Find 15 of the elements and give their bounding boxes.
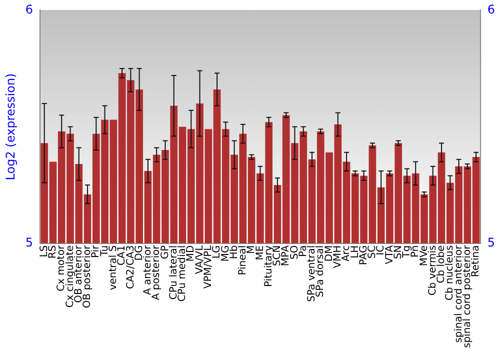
y2-tick-label: 6	[487, 2, 496, 16]
y2-tick-label: 5	[487, 235, 496, 250]
y-axis-title: Log2 (expression)	[3, 73, 18, 180]
x-tick-label: ME	[254, 245, 266, 260]
x-tick-label: spinal cord posterior	[462, 244, 474, 348]
x-tick-label: Hb	[228, 245, 240, 260]
x-tick-label: GP	[160, 245, 171, 260]
x-tick-label: DG	[134, 245, 145, 261]
x-tick-label: OB posterior	[82, 244, 94, 308]
x-tick-label: Retina	[470, 245, 482, 278]
x-tick-label: Tg	[402, 245, 413, 259]
x-tick-label: MVe	[418, 245, 430, 266]
x-tick-label: A posterior	[151, 244, 162, 300]
x-tick-label: Pa	[298, 245, 309, 258]
x-tick-label: Pituitary	[263, 245, 274, 288]
